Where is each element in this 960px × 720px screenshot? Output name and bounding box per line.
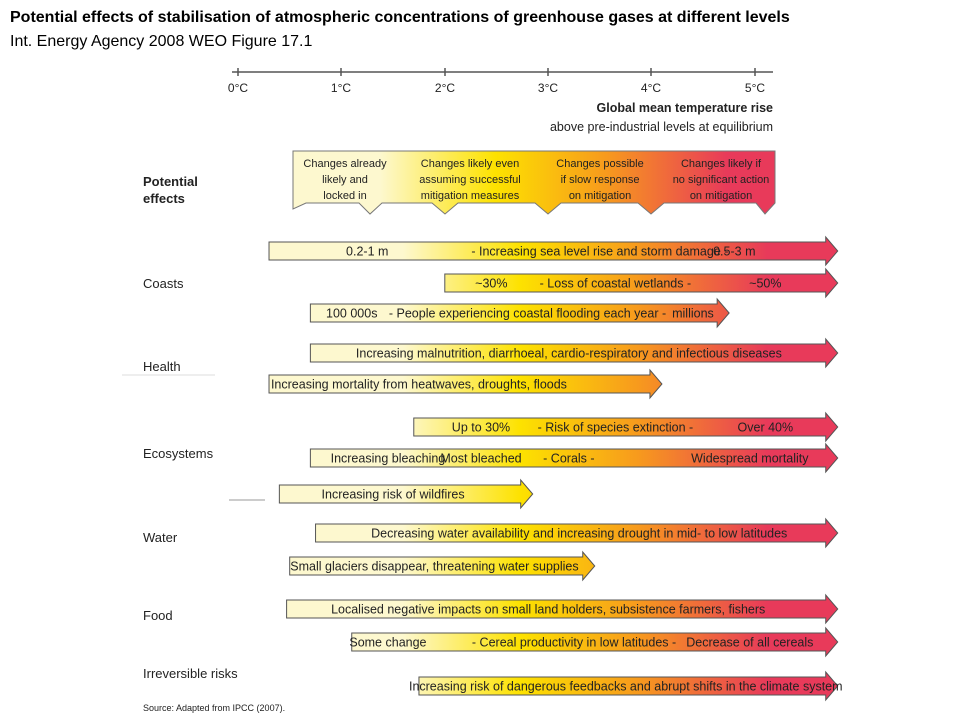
arrow-label: 0.5-3 m	[713, 245, 755, 259]
arrow-sea-level: 0.2-1 m - Increasing sea level rise and s…	[268, 235, 839, 267]
impact-arrows: 0.2-1 m - Increasing sea level rise and s…	[268, 235, 843, 702]
arrow-label: Small glaciers disappear, threatening wa…	[290, 560, 578, 574]
arrow-wetlands: ~30% - Loss of coastal wetlands - ~50%	[444, 267, 839, 299]
arrow-wildfires: Increasing risk of wildfires	[278, 478, 534, 510]
page-title: Potential effects of stabilisation of at…	[10, 9, 790, 26]
arrow-label: Increasing risk of dangerous feedbacks a…	[409, 680, 843, 694]
arrow-label: Widespread mortality	[691, 452, 809, 466]
arrow-shape	[315, 517, 839, 549]
arrow-label: Increasing risk of wildfires	[322, 488, 465, 502]
axis-tick-label: 1°C	[331, 81, 351, 95]
arrow-label: 0.2-1 m	[346, 245, 388, 259]
arrow-label: - Increasing sea level rise and storm da…	[471, 245, 728, 259]
source-note: Source: Adapted from IPCC (2007).	[143, 703, 285, 713]
axis-tick-label: 0°C	[228, 81, 248, 95]
category-label-food: Food	[143, 608, 173, 623]
header-column-line: Changes likely even	[421, 158, 519, 170]
category-label-water: Water	[143, 530, 178, 545]
page-subtitle: Int. Energy Agency 2008 WEO Figure 17.1	[10, 33, 313, 50]
header-column-line: assuming successful	[419, 174, 521, 186]
header-column-line: Changes already	[303, 158, 387, 170]
arrow-shape	[278, 478, 534, 510]
arrow-label: Up to 30%	[452, 421, 510, 435]
header-column-line: if slow response	[561, 174, 640, 186]
potential-effects-label: effects	[143, 191, 185, 206]
category-label-coasts: Coasts	[143, 276, 184, 291]
axis-tick-label: 5°C	[745, 81, 765, 95]
arrow-smallholders: Localised negative impacts on small land…	[286, 593, 839, 625]
header-column-line: mitigation measures	[421, 190, 520, 202]
arrow-water-availability: Decreasing water availability and increa…	[315, 517, 839, 549]
arrow-label: Increasing malnutrition, diarrhoeal, car…	[356, 347, 782, 361]
temperature-axis: 0°C 1°C 2°C 3°C 4°C 5°C Global mean temp…	[228, 68, 773, 134]
header-column-line: likely and	[322, 174, 368, 186]
arrow-label: Over 40%	[738, 421, 794, 435]
arrow-shape	[268, 235, 839, 267]
arrow-label: ~50%	[749, 277, 781, 291]
arrow-malnutrition: Increasing malnutrition, diarrhoeal, car…	[309, 337, 839, 369]
arrow-label: - Risk of species extinction -	[538, 421, 694, 435]
header-column-line: no significant action	[673, 174, 770, 186]
header-column-line: locked in	[323, 190, 366, 202]
arrow-species-extinction: Up to 30% - Risk of species extinction - O…	[413, 411, 839, 443]
arrow-shape	[309, 337, 839, 369]
potential-effects-header: Potential effects Changes already likely…	[143, 150, 776, 215]
arrow-label: Localised negative impacts on small land…	[331, 603, 765, 617]
arrow-shape	[351, 626, 839, 658]
arrow-label: 100 000s	[326, 307, 377, 321]
arrow-label: - Corals -	[543, 452, 594, 466]
category-label-ecosystems: Ecosystems	[143, 446, 214, 461]
arrow-cereal: Some change - Cereal productivity in low …	[349, 626, 839, 658]
arrow-shape	[289, 550, 596, 582]
potential-effects-label: Potential	[143, 174, 198, 189]
arrow-label: Decrease of all cereals	[686, 636, 813, 650]
arrow-label: - People experiencing coastal flooding e…	[389, 307, 666, 321]
axis-tick-label: 2°C	[435, 81, 455, 95]
arrow-label: - Loss of coastal wetlands -	[540, 277, 691, 291]
arrow-coastal-flooding: 100 000s - People experiencing coastal fl…	[309, 297, 730, 329]
potential-effects-banner	[292, 150, 776, 215]
header-column-line: Changes likely if	[681, 158, 762, 170]
header-column-line: on mitigation	[569, 190, 631, 202]
axis-tick-label: 3°C	[538, 81, 558, 95]
category-labels: Coasts Health Ecosystems Water Food Irre…	[122, 276, 265, 681]
axis-title: Global mean temperature rise	[597, 101, 774, 115]
arrow-label: Decreasing water availability and increa…	[371, 527, 787, 541]
arrow-shape	[418, 670, 839, 702]
arrow-shape	[268, 368, 663, 400]
category-label-irreversible-risks: Irreversible risks	[143, 666, 238, 681]
header-column-line: on mitigation	[690, 190, 752, 202]
arrow-heatwave-mortality: Increasing mortality from heatwaves, dro…	[268, 368, 663, 400]
arrow-dangerous-feedbacks: Increasing risk of dangerous feedbacks a…	[409, 670, 843, 702]
arrow-shape	[444, 267, 839, 299]
arrow-label: ~30%	[475, 277, 507, 291]
potential-effects-columns: Changes already likely and locked in Cha…	[303, 158, 769, 202]
arrow-shape	[413, 411, 839, 443]
arrow-glaciers: Small glaciers disappear, threatening wa…	[289, 550, 596, 582]
arrow-shape	[309, 442, 839, 474]
arrow-label: Increasing bleaching	[331, 452, 446, 466]
arrow-shape	[309, 297, 730, 329]
arrow-label: - Cereal productivity in low latitudes -	[472, 636, 676, 650]
axis-tick-label: 4°C	[641, 81, 661, 95]
header-column-line: Changes possible	[556, 158, 643, 170]
arrow-label: Some change	[349, 636, 426, 650]
category-label-health: Health	[143, 359, 181, 374]
arrow-label: Increasing mortality from heatwaves, dro…	[271, 378, 567, 392]
axis-subtitle: above pre-industrial levels at equilibri…	[550, 120, 773, 134]
arrow-shape	[286, 593, 839, 625]
arrow-label: millions	[672, 307, 714, 321]
arrow-label: Most bleached	[440, 452, 521, 466]
